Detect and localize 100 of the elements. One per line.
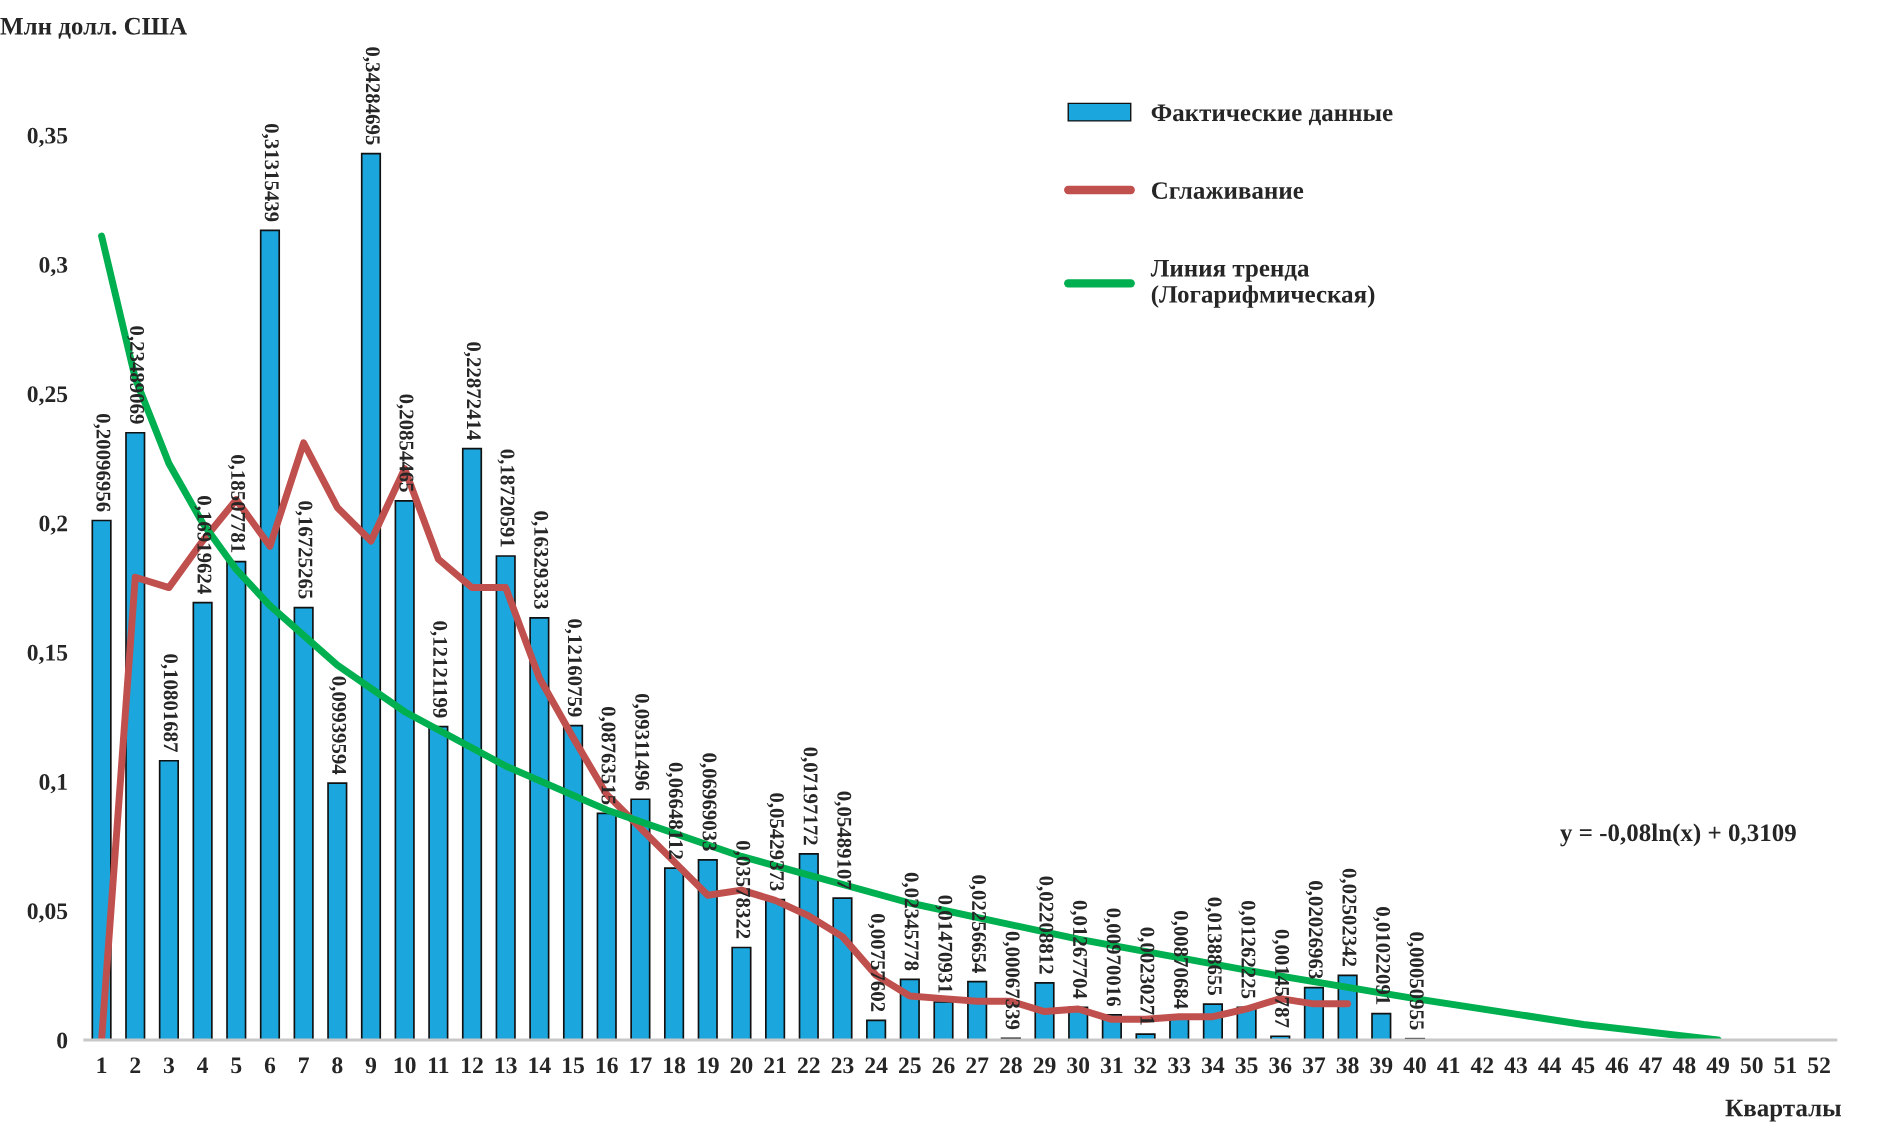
data-label: 0,01267704 xyxy=(1069,900,1088,999)
data-label: 0,00970016 xyxy=(1103,908,1121,1006)
x-tick-label: 43 xyxy=(1504,1057,1527,1074)
data-label: 0,06648112 xyxy=(665,762,683,859)
x-tick-label: 3 xyxy=(163,1057,175,1074)
y-axis-title: Млн долл. США xyxy=(0,17,188,39)
y-tick-label: 0,05 xyxy=(27,903,68,923)
x-tick-label: 1 xyxy=(97,1057,107,1074)
x-tick-label: 18 xyxy=(664,1057,686,1074)
x-tick-label: 35 xyxy=(1235,1057,1258,1074)
annotation: y = -0,08ln(x) + 0,3109 xyxy=(1560,823,1796,847)
x-tick-label: 50 xyxy=(1740,1057,1763,1074)
data-label: 0,02502342 xyxy=(1339,868,1357,967)
data-label: 0,01388655 xyxy=(1204,897,1222,996)
y-tick-label: 0,35 xyxy=(27,127,68,148)
data-label: 0,16329333 xyxy=(531,511,549,609)
x-tick-label: 42 xyxy=(1470,1057,1494,1074)
data-label: 0,22872414 xyxy=(463,342,481,440)
x-tick-label: 39 xyxy=(1370,1057,1393,1074)
x-tick-label: 46 xyxy=(1605,1057,1629,1074)
data-label: 0,12160759 xyxy=(564,619,582,717)
data-label: 0,02208812 xyxy=(1036,876,1054,974)
y-tick-label: 0 xyxy=(57,1032,68,1049)
x-tick-label: 36 xyxy=(1269,1057,1292,1074)
data-label: 0,34284695 xyxy=(362,47,380,145)
x-tick-label: 12 xyxy=(462,1057,483,1074)
data-label: 0,20096956 xyxy=(93,413,111,512)
x-tick-label: 9 xyxy=(365,1057,377,1074)
x-tick-label: 17 xyxy=(630,1057,652,1074)
legend-label: Фактические данные xyxy=(1151,104,1393,126)
x-tick-label: 41 xyxy=(1437,1057,1460,1074)
x-tick-label: 6 xyxy=(264,1057,276,1074)
x-tick-label: 16 xyxy=(596,1057,618,1074)
x-tick-label: 22 xyxy=(797,1057,820,1074)
x-tick-label: 49 xyxy=(1706,1057,1730,1074)
x-tick-label: 2 xyxy=(130,1057,141,1074)
x-tick-label: 30 xyxy=(1067,1057,1090,1074)
data-label: 0,00145787 xyxy=(1272,929,1290,1028)
x-tick-label: 19 xyxy=(697,1057,719,1074)
data-label: 0,12121199 xyxy=(430,621,448,718)
data-label: 0,00230271 xyxy=(1137,927,1155,1025)
x-tick-label: 21 xyxy=(764,1057,786,1074)
data-label: 0,16725265 xyxy=(295,501,313,599)
x-tick-label: 11 xyxy=(429,1057,449,1074)
x-tick-label: 45 xyxy=(1571,1057,1595,1074)
data-label: 0,01262225 xyxy=(1238,900,1256,999)
data-label: 0,00050955 xyxy=(1406,932,1424,1030)
data-label: 0,09939594 xyxy=(329,676,347,775)
x-tick-label: 15 xyxy=(563,1057,584,1074)
x-tick-label: 31 xyxy=(1100,1057,1123,1074)
y-tick-label: 0,3 xyxy=(39,256,68,277)
x-tick-label: 32 xyxy=(1134,1057,1157,1074)
x-tick-label: 37 xyxy=(1303,1057,1326,1074)
x-tick-label: 47 xyxy=(1639,1057,1662,1074)
x-tick-label: 52 xyxy=(1808,1057,1830,1074)
x-tick-label: 40 xyxy=(1403,1057,1426,1074)
data-label: 0,05429373 xyxy=(766,793,784,891)
data-label: 0,09311496 xyxy=(632,693,650,791)
y-tick-label: 0,15 xyxy=(27,644,68,665)
legend-label: Сглаживание xyxy=(1151,182,1304,199)
x-tick-label: 34 xyxy=(1201,1057,1225,1074)
x-tick-label: 10 xyxy=(394,1057,416,1074)
data-label: 0,01470931 xyxy=(935,895,953,993)
legend-label: Линия тренда (Логарифмическая) xyxy=(1150,260,1375,308)
x-tick-label: 5 xyxy=(231,1057,242,1074)
data-label: 0,31315439 xyxy=(261,123,279,222)
x-tick-label: 7 xyxy=(299,1057,309,1074)
x-tick-label: 33 xyxy=(1168,1057,1191,1074)
x-tick-label: 8 xyxy=(332,1057,343,1074)
data-label: 0,18507781 xyxy=(228,455,246,553)
x-tick-label: 44 xyxy=(1538,1057,1562,1074)
data-label: 0,20854465 xyxy=(396,394,414,492)
data-label: 0,18720591 xyxy=(497,449,515,547)
data-label: 0,02345778 xyxy=(901,872,919,971)
x-axis-title: Кварталы xyxy=(1725,1099,1841,1122)
x-tick-label: 26 xyxy=(932,1057,955,1074)
x-tick-label: 14 xyxy=(529,1057,551,1074)
x-tick-label: 20 xyxy=(730,1057,753,1074)
data-label: 0,08763515 xyxy=(598,706,616,805)
data-label: 0,00870684 xyxy=(1170,911,1189,1009)
x-tick-label: 4 xyxy=(197,1057,209,1074)
data-label: 0,23489069 xyxy=(127,326,145,424)
data-label: 0,05489107 xyxy=(834,791,852,890)
data-label: 0,01022091 xyxy=(1373,907,1391,1005)
data-label: 0,00757602 xyxy=(867,913,885,1012)
data-label: 0,02256654 xyxy=(968,875,987,973)
y-tick-label: 0,2 xyxy=(39,515,68,535)
x-tick-label: 38 xyxy=(1336,1057,1359,1074)
data-label: 0,16919624 xyxy=(194,496,212,594)
x-tick-label: 24 xyxy=(865,1057,888,1074)
x-tick-label: 23 xyxy=(831,1057,854,1074)
y-tick-label: 0,25 xyxy=(27,386,68,406)
x-tick-label: 27 xyxy=(966,1057,989,1074)
x-tick-label: 48 xyxy=(1672,1057,1696,1074)
x-tick-label: 51 xyxy=(1774,1057,1796,1074)
y-tick-label: 0,1 xyxy=(39,773,67,794)
data-label: 0,10801687 xyxy=(160,654,178,752)
data-label: 0,06969033 xyxy=(699,753,717,851)
x-tick-label: 29 xyxy=(1033,1057,1056,1074)
data-label: 0,07197172 xyxy=(800,747,818,845)
